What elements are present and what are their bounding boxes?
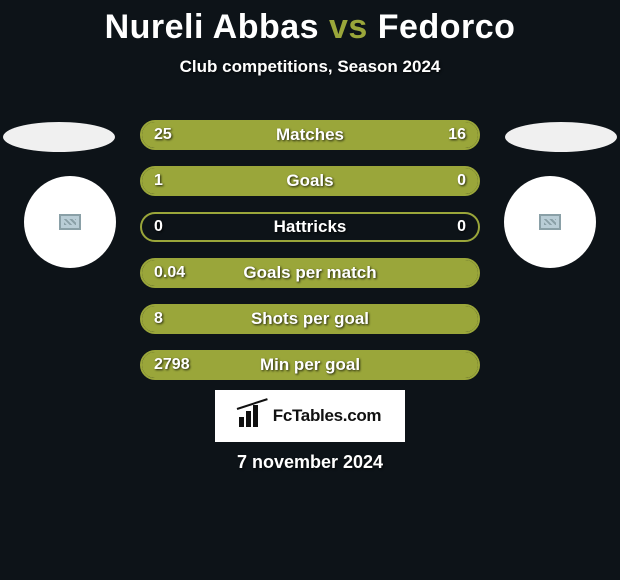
stat-label: Shots per goal	[142, 306, 478, 332]
stat-row: 8Shots per goal	[140, 304, 480, 334]
stat-label: Goals	[142, 168, 478, 194]
stat-row: 25Matches16	[140, 120, 480, 150]
stat-label: Matches	[142, 122, 478, 148]
flag-placeholder-left	[3, 122, 115, 152]
brand-text: FcTables.com	[273, 406, 382, 426]
vs-separator: vs	[329, 8, 368, 46]
brand-badge: FcTables.com	[215, 390, 405, 442]
stat-label: Min per goal	[142, 352, 478, 378]
date-label: 7 november 2024	[0, 452, 620, 473]
comparison-subtitle: Club competitions, Season 2024	[0, 57, 620, 77]
comparison-title: Nureli Abbas vs Fedorco	[0, 0, 620, 47]
brand-chart-icon	[239, 405, 267, 427]
missing-image-icon	[539, 214, 561, 230]
stat-bars: 25Matches161Goals00Hattricks00.04Goals p…	[140, 120, 480, 396]
stat-value-right: 16	[448, 122, 466, 148]
player2-name: Fedorco	[378, 8, 516, 46]
avatar-placeholder-left	[24, 176, 116, 268]
stat-label: Hattricks	[142, 214, 478, 240]
avatar-placeholder-right	[504, 176, 596, 268]
stat-value-right: 0	[457, 168, 466, 194]
missing-image-icon	[59, 214, 81, 230]
stat-row: 0.04Goals per match	[140, 258, 480, 288]
stat-row: 2798Min per goal	[140, 350, 480, 380]
stat-row: 1Goals0	[140, 166, 480, 196]
player1-name: Nureli Abbas	[105, 8, 319, 46]
stat-row: 0Hattricks0	[140, 212, 480, 242]
stat-label: Goals per match	[142, 260, 478, 286]
stat-value-right: 0	[457, 214, 466, 240]
flag-placeholder-right	[505, 122, 617, 152]
